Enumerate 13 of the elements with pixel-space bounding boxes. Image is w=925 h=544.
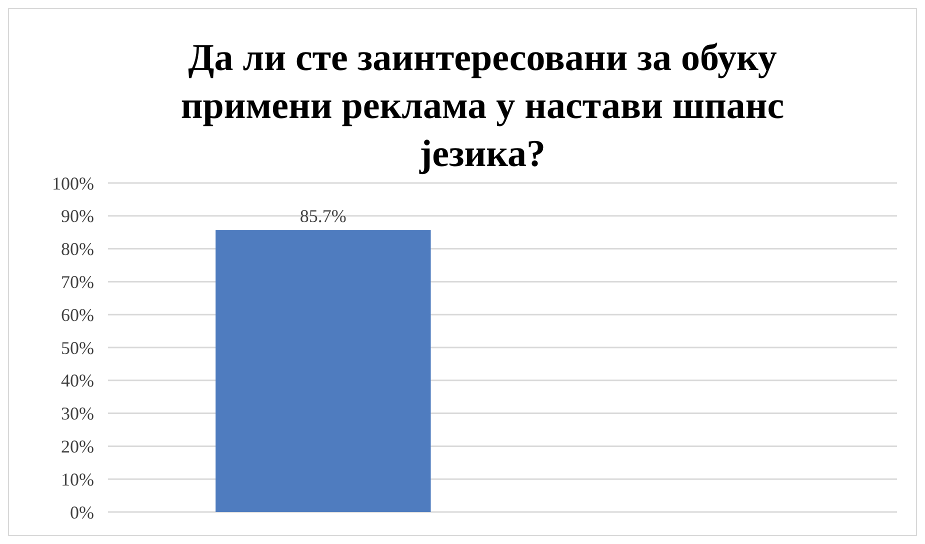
data-label: 85.7% (300, 206, 346, 226)
y-tick-label: 30% (61, 404, 94, 424)
y-tick-label: 50% (61, 338, 94, 358)
y-tick-label: 70% (61, 272, 94, 292)
y-tick-label: 90% (61, 206, 94, 226)
y-tick-label: 100% (52, 173, 94, 194)
y-tick-label: 10% (61, 469, 94, 490)
y-tick-label: 60% (61, 304, 94, 325)
y-tick-label: 80% (61, 239, 94, 260)
chart-title: Да ли сте заинтересовани за обуку примени реклама у настави шпанс језика? (180, 37, 784, 175)
y-tick-label: 0% (70, 502, 94, 522)
y-tick-label: 40% (61, 370, 94, 391)
y-tick-label: 20% (61, 436, 94, 456)
